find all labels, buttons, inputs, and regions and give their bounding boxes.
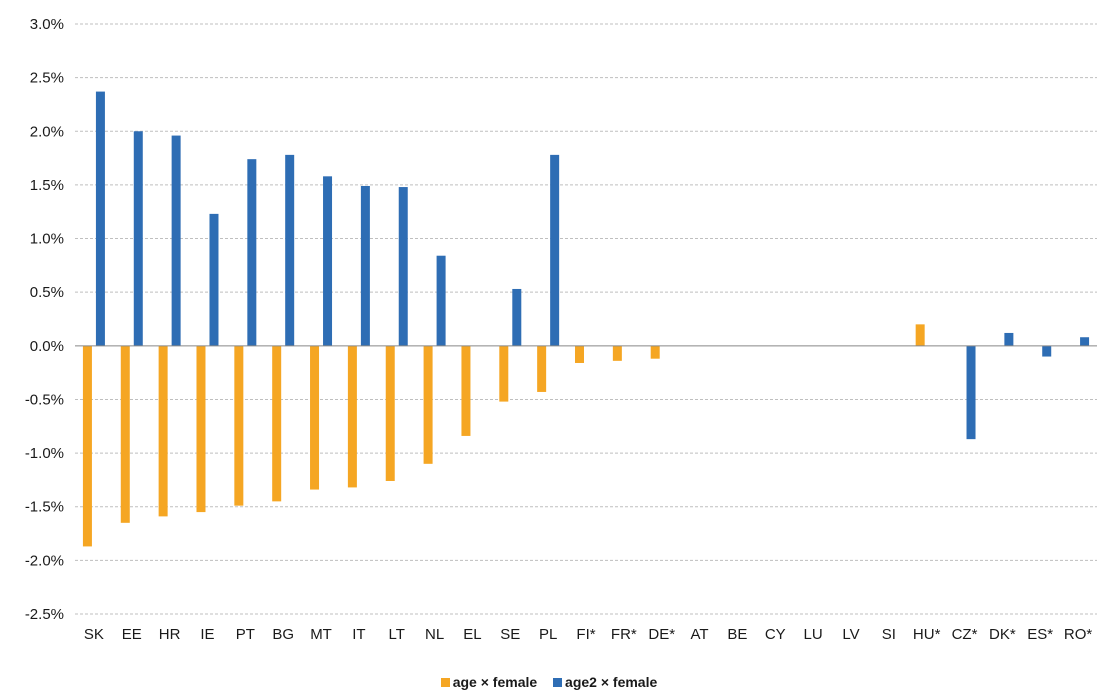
bar-age-female-bg	[272, 345, 282, 502]
x-tick-label-bg: BG	[272, 626, 294, 643]
x-tick-label-es: ES*	[1027, 626, 1053, 643]
bar-age-female-fr	[612, 345, 622, 361]
bar-age-female-pl	[537, 345, 547, 392]
bar-age2-female-se	[512, 288, 522, 346]
legend-label-age-female: age × female	[452, 674, 538, 690]
bar-age2-female-ro	[1080, 337, 1090, 346]
bar-age-female-sk	[82, 345, 92, 547]
x-tick-label-fi: FI*	[576, 626, 595, 643]
y-tick-label: -2.0%	[25, 552, 64, 569]
legend-item-age-female: age × female	[440, 674, 538, 690]
bar-age-female-se	[499, 345, 509, 402]
bar-age2-female-es	[1042, 345, 1052, 357]
x-tick-label-sk: SK	[84, 626, 104, 643]
y-axis-tick-labels: 3.0% 2.5% 2.0% 1.5% 1.0% 0.5% 0.0% -0.5% -1.0% -1…	[25, 16, 64, 623]
bar-age-female-mt	[310, 345, 320, 490]
x-tick-label-si: SI	[882, 626, 896, 643]
x-tick-label-lu: LU	[804, 626, 823, 643]
legend-item-age2-female: age2 × female	[553, 674, 657, 690]
x-tick-label-fr: FR*	[611, 626, 637, 643]
y-tick-label: -0.5%	[25, 391, 64, 408]
y-tick-label: 1.0%	[30, 231, 64, 248]
x-tick-label-ro: RO*	[1064, 626, 1093, 643]
y-tick-label: 3.0%	[30, 16, 64, 33]
x-tick-label-hr: HR	[159, 626, 181, 643]
bar-age2-female-nl	[436, 255, 446, 346]
y-tick-label: -2.5%	[25, 606, 64, 623]
bar-age-female-ie	[196, 345, 206, 513]
bar-age-female-de	[650, 345, 660, 359]
x-tick-label-cz: CZ*	[952, 626, 978, 643]
x-tick-label-nl: NL	[425, 626, 444, 643]
bar-age-female-it	[347, 345, 357, 488]
y-tick-label: 1.5%	[30, 177, 64, 194]
x-tick-label-ee: EE	[122, 626, 142, 643]
x-tick-label-ie: IE	[200, 626, 214, 643]
y-tick-label: 0.5%	[30, 284, 64, 301]
bar-age2-female-pl	[550, 154, 560, 346]
x-tick-label-dk: DK*	[989, 626, 1016, 643]
legend-label-age2-female: age2 × female	[565, 674, 658, 690]
x-tick-label-mt: MT	[310, 626, 332, 643]
y-tick-label: -1.5%	[25, 499, 64, 516]
x-tick-label-el: EL	[463, 626, 481, 643]
legend: age × female age2 × female	[0, 674, 1098, 690]
x-tick-label-de: DE*	[648, 626, 675, 643]
bar-age-female-pt	[234, 345, 244, 506]
bar-age-female-ee	[120, 345, 130, 523]
bar-age-female-fi	[575, 345, 584, 363]
bar-age-female-lt	[385, 345, 395, 481]
bar-age2-female-sk	[95, 91, 105, 346]
x-tick-label-pl: PL	[539, 626, 557, 643]
bar-age2-female-cz	[966, 345, 976, 440]
x-tick-label-at: AT	[691, 626, 709, 643]
bar-age2-female-dk	[1004, 332, 1014, 346]
bar-age2-female-mt	[323, 176, 333, 346]
bar-age-female-el	[461, 345, 471, 436]
bar-age2-female-bg	[285, 154, 295, 346]
bar-age2-female-ee	[133, 131, 143, 346]
x-tick-label-be: BE	[727, 626, 747, 643]
y-tick-label: 0.0%	[30, 338, 64, 355]
x-tick-label-hu: HU*	[913, 626, 941, 643]
x-tick-label-lv: LV	[842, 626, 859, 643]
x-tick-label-pt: PT	[236, 626, 255, 643]
x-axis-tick-labels: SK EE HR IE PT BG MT IT LT NL EL SE PL FI* FR* DE* AT BE C…	[84, 626, 1092, 643]
y-tick-label: 2.0%	[30, 123, 64, 140]
bar-age2-female-hr	[171, 135, 181, 346]
legend-swatch-age2-female	[553, 678, 563, 687]
bar-age2-female-lt	[398, 187, 408, 346]
x-tick-label-cy: CY	[765, 626, 786, 643]
bar-age-female-hr	[158, 345, 168, 517]
x-tick-label-se: SE	[500, 626, 520, 643]
y-tick-label: -1.0%	[25, 445, 64, 462]
bar-age2-female-ie	[209, 213, 219, 346]
x-tick-label-it: IT	[352, 626, 365, 643]
y-tick-label: 2.5%	[30, 70, 64, 87]
bar-age-female-nl	[423, 345, 433, 464]
gridlines	[75, 23, 1097, 615]
legend-swatch-age-female	[440, 678, 450, 687]
bars	[82, 91, 1090, 547]
bar-age2-female-pt	[247, 159, 257, 346]
x-tick-label-lt: LT	[389, 626, 405, 643]
bar-age2-female-it	[360, 185, 370, 346]
bar-age-female-hu	[915, 324, 925, 346]
